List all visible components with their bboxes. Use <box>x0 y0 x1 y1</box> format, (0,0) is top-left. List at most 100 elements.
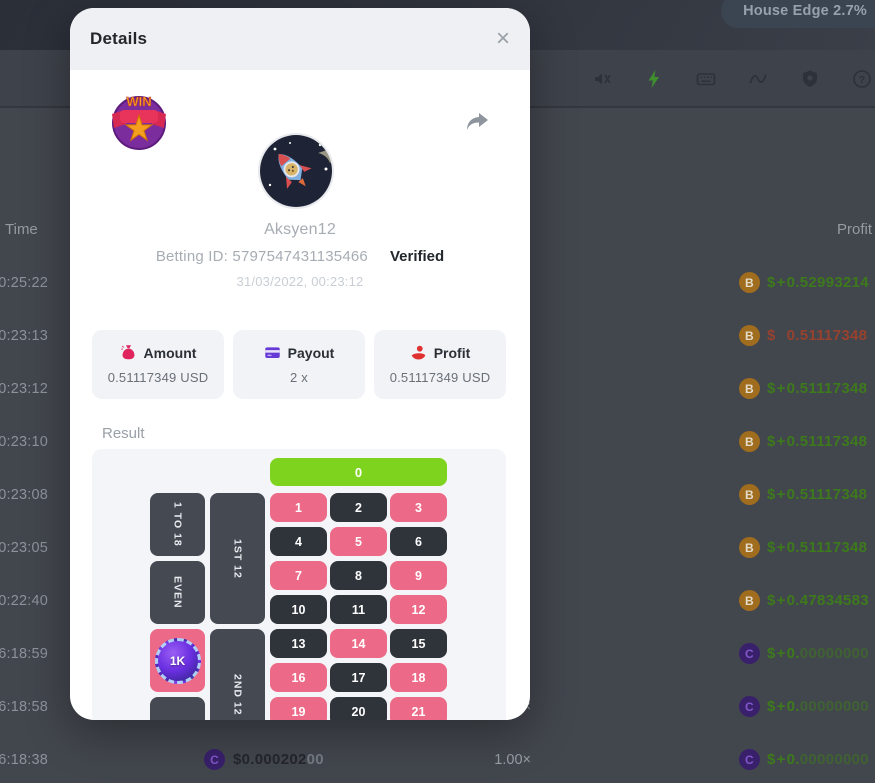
profit-text: $+0.51117348 <box>767 486 868 503</box>
bet-datetime: 31/03/2022, 00:23:12 <box>236 274 364 289</box>
stat-head: Profit <box>410 344 471 361</box>
bet-cell-label: EVEN <box>171 576 184 609</box>
profit-text: $+0.52993214 <box>767 274 869 291</box>
roulette-number-cell: 4 <box>270 527 327 556</box>
profit-text: $+0.00000000 <box>767 698 869 715</box>
bet-profit: B $+0.51117348 <box>739 415 867 468</box>
bet-profit: B $+0.47834583 <box>739 574 869 627</box>
profit-text: $+0.00000000 <box>767 645 869 662</box>
roulette-number-cell: 15 <box>390 629 447 658</box>
bitcoin-icon: B <box>739 378 760 399</box>
stat-value: 0.51117349 USD <box>107 370 209 385</box>
bitcoin-icon: B <box>739 537 760 558</box>
bitcoin-icon: B <box>739 590 760 611</box>
bet-time: 00:23:05 <box>0 539 48 556</box>
bet-time: 00:22:40 <box>0 592 48 609</box>
bet-cell-1st12: 1ST 12 <box>210 493 265 624</box>
table-row[interactable]: 00:23:08 × B $+0.51117348 <box>0 468 875 521</box>
bet-profit: C $+0.00000000 <box>739 680 869 733</box>
roulette-number-cell: 18 <box>390 663 447 692</box>
stat-label: Payout <box>287 344 335 361</box>
help-icon[interactable]: ? <box>851 68 873 90</box>
details-modal: Details × WIN ★ <box>70 8 530 720</box>
roulette-number-cell: 5 <box>330 527 387 556</box>
table-row[interactable]: 00:23:13 × B $0.51117348 <box>0 309 875 362</box>
bet-payout: 1.00× <box>494 751 531 768</box>
stat-card-profit: Profit 0.51117349 USD <box>374 330 506 399</box>
roulette-number-cell: 7 <box>270 561 327 590</box>
profit-text: $+0.51117348 <box>767 380 868 397</box>
close-icon[interactable]: × <box>495 25 510 52</box>
bet-time: 00:23:08 <box>0 486 48 503</box>
col-header-time: Time <box>5 221 38 238</box>
table-row[interactable]: 00:25:22 × B $+0.52993214 <box>0 256 875 309</box>
roulette-number-cell: 12 <box>390 595 447 624</box>
result-label: Result <box>102 425 145 442</box>
share-icon[interactable] <box>463 108 491 136</box>
bitcoin-icon: B <box>739 431 760 452</box>
avatar <box>258 133 334 209</box>
betting-id: Betting ID: 5797547431135466 <box>155 248 368 265</box>
modal-title: Details <box>90 29 148 48</box>
bet-profit: B $+0.51117348 <box>739 468 867 521</box>
bitcoin-icon: B <box>739 272 760 293</box>
roulette-number-cell: 14 <box>330 629 387 658</box>
bet-time: 00:25:22 <box>0 274 48 291</box>
bet-time: 06:18:59 <box>0 645 48 662</box>
lightning-icon[interactable] <box>643 68 665 90</box>
profit-text: $+0.47834583 <box>767 592 869 609</box>
roulette-number-cell: 8 <box>330 561 387 590</box>
profit-text: $+0.51117348 <box>767 433 868 450</box>
table-row[interactable]: 06:18:58 × C $+0.00000000 <box>0 680 875 733</box>
stat-card-amount: Amount 0.51117349 USD <box>92 330 224 399</box>
roulette-number-grid: 1 2 3 4 5 6 7 8 9 10 11 12 13 14 15 16 1… <box>270 493 447 720</box>
bet-cell-2nd12: 2ND 12 <box>210 629 265 720</box>
bet-cell-label: 2ND 12 <box>231 673 244 716</box>
bet-time: 00:23:13 <box>0 327 48 344</box>
profit-text: $0.51117348 <box>767 327 868 344</box>
roulette-number-cell: 3 <box>390 493 447 522</box>
volume-muted-icon[interactable] <box>591 68 613 90</box>
table-row[interactable]: 06:18:38 C $0.00020200 1.00× C $+0.00000… <box>0 733 875 783</box>
svg-text:WIN: WIN <box>126 94 151 109</box>
bitcoin-icon: B <box>739 325 760 346</box>
stat-head: Amount <box>120 344 197 361</box>
profit-text: $+0.00000000 <box>767 751 869 768</box>
keyboard-icon[interactable] <box>695 68 717 90</box>
bet-time: 00:23:10 <box>0 433 48 450</box>
roulette-number-cell: 2 <box>330 493 387 522</box>
roulette-number-cell: 11 <box>330 595 387 624</box>
roulette-zero-cell: 0 <box>270 458 447 486</box>
shield-icon[interactable] <box>799 68 821 90</box>
roulette-number-cell: 9 <box>390 561 447 590</box>
waveform-icon[interactable] <box>747 68 769 90</box>
stat-cards: Amount 0.51117349 USD Payout 2 x Profit … <box>92 330 506 399</box>
table-row[interactable]: 06:18:59 × C $+0.00000000 <box>0 627 875 680</box>
stat-value: 0.51117349 USD <box>389 370 491 385</box>
win-badge-icon: WIN ★ <box>108 90 170 152</box>
profit-text: $+0.51117348 <box>767 539 868 556</box>
roulette-number-cell: 6 <box>390 527 447 556</box>
bet-time: 06:18:58 <box>0 698 48 715</box>
toolbar-icons: ? <box>591 66 873 92</box>
stat-value: 2 x <box>290 370 308 385</box>
stat-label: Profit <box>433 344 471 361</box>
bet-cell-red: 1K <box>150 629 205 692</box>
bet-profit: B $+0.51117348 <box>739 521 867 574</box>
verified-badge: Verified <box>389 248 445 265</box>
bitcoin-icon: B <box>739 484 760 505</box>
stat-head: Payout <box>264 344 335 361</box>
bet-profit: B $+0.51117348 <box>739 362 867 415</box>
roulette-number-cell: 20 <box>330 697 387 720</box>
roulette-number-cell: 21 <box>390 697 447 720</box>
bet-cell-1to18: 1 TO 18 <box>150 493 205 556</box>
bet-cell-label: 1ST 12 <box>231 538 244 579</box>
house-edge-text: House Edge 2.7% <box>743 3 867 19</box>
altcoin-icon: C <box>739 696 760 717</box>
svg-text:★: ★ <box>124 110 154 148</box>
stat-label: Amount <box>143 344 197 361</box>
roulette-number-cell: 16 <box>270 663 327 692</box>
bet-profit: B $0.51117348 <box>739 309 867 362</box>
bet-time: 00:23:12 <box>0 380 48 397</box>
